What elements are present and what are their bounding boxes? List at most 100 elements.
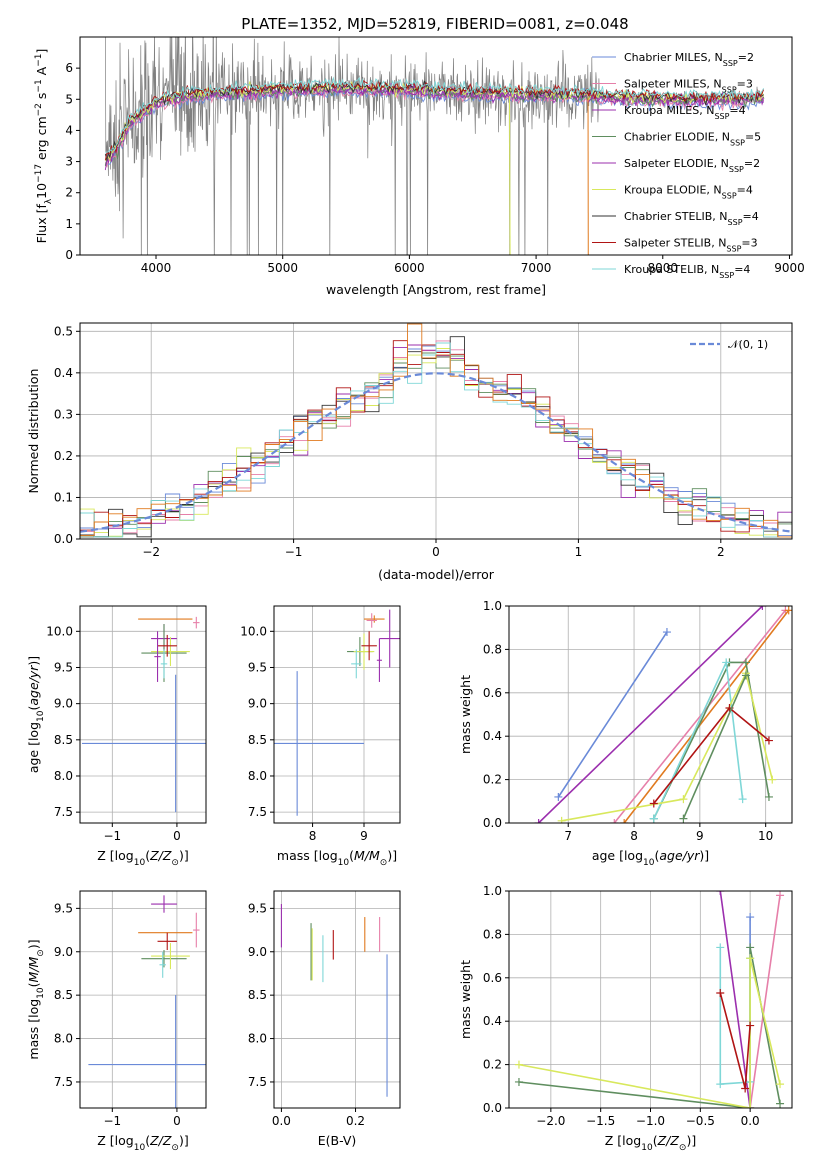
label-part: 10: [641, 1143, 653, 1153]
y-tick-label: 8.0: [54, 1032, 73, 1046]
label-part: 10: [36, 987, 46, 999]
legend-label-part: Salpeter MILES, N: [624, 78, 722, 91]
plot-area: [81, 616, 206, 813]
data-point: [746, 913, 755, 922]
plot-area: [280, 904, 388, 1097]
label-part: Z/Z: [149, 1133, 172, 1148]
x-tick-label: 0.0: [272, 1114, 291, 1128]
legend-label-part: Kroupa ELODIE, N: [624, 184, 722, 197]
label-part: 10: [134, 1143, 146, 1153]
x-tick-label: −0.5: [686, 1114, 715, 1128]
x-axis-label: wavelength [Angstrom, rest frame]: [326, 282, 546, 297]
legend-label: Chabrier STELIB, NSSP=4: [624, 210, 759, 227]
data-point: [557, 816, 566, 823]
y-tick-label: 7.5: [54, 1075, 73, 1089]
y-tick-label: 0.6: [483, 971, 502, 985]
age-vs-mass-chart: 8 9 7.5 8.0 8.5 9.0 9.5 10.0 mass [log10(M/M⊙)]: [240, 605, 401, 868]
residual-histogram: [80, 336, 792, 538]
data-point: [746, 943, 755, 952]
data-point: [716, 891, 725, 895]
spectrum-chart: 4000 5000 6000 7000 8000 9000 0 1 2 3 4 5 6 Chabrier …: [34, 36, 805, 297]
label-part: A: [34, 66, 49, 79]
y-tick-label: 0.8: [483, 642, 502, 656]
legend-label-part: SSP: [719, 271, 734, 280]
label-part: ⊙: [171, 1143, 179, 1153]
gridlines: [274, 891, 400, 1108]
series-line: [557, 631, 668, 798]
data-point: [649, 799, 658, 808]
residual-histogram: [80, 348, 792, 538]
series-line: [719, 947, 751, 1085]
series-line: [682, 675, 747, 820]
legend-label-part: Salpeter ELODIE, N: [624, 157, 729, 170]
y-tick-label: 7.5: [248, 1075, 267, 1089]
y-tick-label: 9.0: [54, 945, 73, 959]
legend-label-part: =4: [743, 210, 759, 223]
series-line: [561, 670, 774, 822]
x-tick-label: 0: [432, 545, 440, 559]
data-point: [534, 819, 543, 823]
legend-label: 𝒩(0, 1): [728, 338, 768, 351]
data-point: [776, 1099, 785, 1108]
x-axis-label: E(B-V): [318, 1133, 357, 1148]
data-point: [514, 1077, 523, 1086]
legend-label-part: =4: [734, 263, 750, 276]
axes-frame: [79, 36, 793, 256]
x-tick-label: 8: [630, 829, 638, 843]
y-tick-label: 2: [65, 186, 73, 200]
series-line: [719, 891, 751, 1108]
x-tick-label: 5000: [267, 261, 298, 275]
label-part: )]: [387, 848, 397, 863]
x-tick-label: −1: [285, 545, 303, 559]
label-part: ⊙: [171, 858, 179, 868]
series-line: [538, 606, 763, 823]
data-point: [716, 1080, 725, 1089]
x-tick-label: 0: [173, 1114, 181, 1128]
y-tick-label: 6: [65, 61, 73, 75]
label-part: )]: [179, 1133, 189, 1148]
legend-label-part: SSP: [722, 191, 737, 200]
y-tick-label: 0.0: [483, 1101, 502, 1115]
data-point: [784, 606, 792, 615]
x-axis-label: mass [log10(M/M⊙)]: [277, 848, 397, 868]
label-part: (: [26, 706, 41, 711]
data-point: [741, 671, 750, 680]
data-point: [679, 814, 688, 823]
y-axis-label: Flux [fλ10−17 erg cm−2 s−1 A−1]: [34, 49, 54, 244]
y-tick-label: 9.0: [248, 697, 267, 711]
y-axis-label: mass [log10(M/M⊙)]: [26, 939, 46, 1059]
y-tick-label: 0.8: [483, 927, 502, 941]
y-axis-label: Normed distribution: [26, 369, 41, 494]
y-axis-label: mass weight: [458, 960, 473, 1039]
data-point: [764, 736, 773, 745]
y-tick-label: 0.6: [483, 686, 502, 700]
x-axis-label: (data-model)/error: [378, 567, 495, 582]
legend-label-part: =4: [729, 104, 745, 117]
y-tick-label: 7.5: [248, 805, 267, 819]
label-part: )]: [26, 939, 41, 949]
data-point: [764, 792, 773, 801]
y-tick-label: 8.5: [54, 733, 73, 747]
x-tick-label: 0.2: [346, 1114, 365, 1128]
label-part: age/yr: [26, 665, 41, 706]
y-tick-label: 10.0: [240, 624, 267, 638]
legend-label-part: =2: [738, 51, 754, 64]
axes-frame: [79, 605, 207, 824]
label-part: s: [34, 93, 49, 104]
legend-label-part: SSP: [729, 165, 744, 174]
y-tick-label: 8.5: [248, 733, 267, 747]
y-tick-label: 8.0: [248, 1032, 267, 1046]
legend-label: Salpeter STELIB, NSSP=3: [624, 237, 758, 254]
residual-histogram: [80, 340, 792, 538]
data-point: [679, 795, 688, 804]
plot-area: [514, 891, 785, 1108]
y-tick-label: 0.2: [483, 773, 502, 787]
plot-area: [104, 37, 765, 255]
model-drop-line: [508, 96, 511, 255]
data-point: [649, 814, 658, 823]
data-point: [610, 819, 619, 823]
legend-label: Salpeter MILES, NSSP=3: [624, 78, 753, 95]
data-point: [620, 819, 629, 823]
y-axis-label: age [log10(age/yr)]: [26, 656, 46, 773]
